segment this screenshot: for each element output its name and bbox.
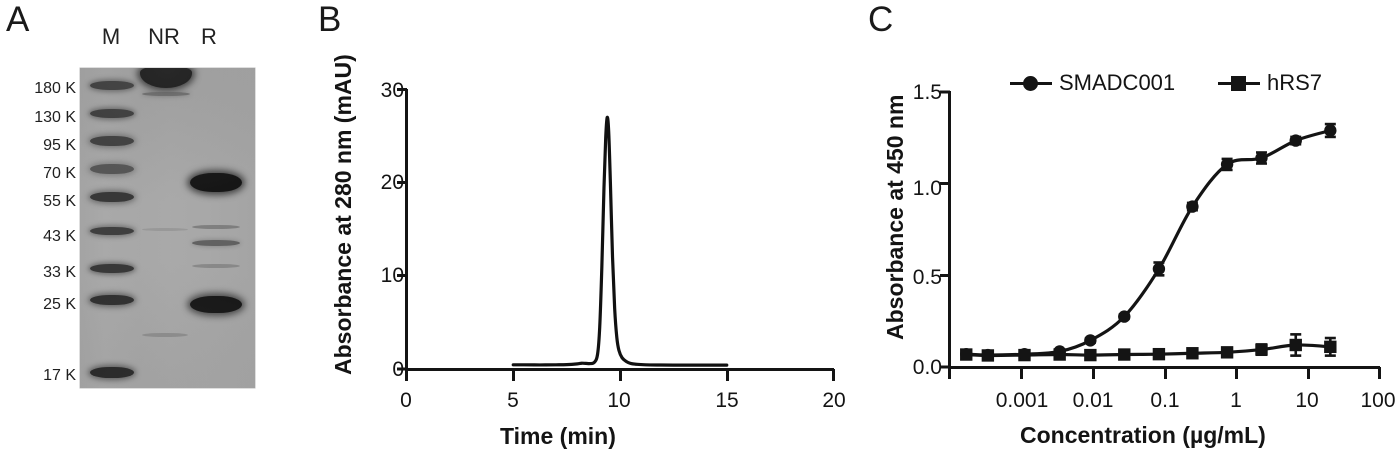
data-point-marker: [1118, 348, 1131, 361]
series-smadc001: [960, 122, 1337, 362]
panel-c-letter: C: [868, 0, 894, 39]
legend-item-hrs7[interactable]: hRS7: [1218, 72, 1322, 94]
data-point-marker: [960, 347, 973, 361]
series-hrs7: [960, 333, 1337, 362]
r-band-light-chain: [190, 296, 242, 313]
data-point-marker: [1324, 340, 1337, 354]
data-point-marker: [1255, 343, 1268, 356]
data-point-marker: [1084, 348, 1097, 362]
mw-label-70k: 70 K: [43, 165, 76, 182]
panel-b-xtick-5: 5: [507, 389, 519, 412]
legend-item-smadc001[interactable]: SMADC001: [1010, 72, 1175, 94]
data-point-marker: [1186, 347, 1199, 360]
data-point-marker: [1084, 334, 1097, 347]
legend-circle-marker-icon: [1010, 75, 1052, 91]
panel-c-xtick-0-1: 0.1: [1150, 389, 1180, 412]
panel-b-sec-trace: [511, 115, 729, 367]
nr-band-faint-upper: [142, 92, 190, 96]
r-band-faint-a: [192, 225, 240, 229]
panel-c-x-ticks: [948, 367, 1381, 379]
ladder-band-33k: [90, 264, 134, 273]
mw-label-95k: 95 K: [43, 137, 76, 154]
ladder-band-180k: [90, 81, 134, 90]
mw-label-130k: 130 K: [34, 109, 76, 126]
series-line: [964, 128, 1332, 357]
panel-b-ytick-20: 20: [380, 171, 404, 194]
panel-b-xtick-15: 15: [715, 389, 739, 412]
panel-c-ytick-0-5: 0.5: [912, 266, 942, 289]
ladder-band-70k: [90, 164, 134, 174]
mw-label-25k: 25 K: [43, 296, 76, 313]
panel-c-ytick-1-5: 1.5: [912, 81, 942, 104]
sds-page-gel-image: [80, 68, 255, 388]
ladder-band-43k: [90, 227, 134, 235]
panel-b-ytick-10: 10: [380, 264, 404, 287]
mw-label-17k: 17 K: [43, 367, 76, 384]
data-point-marker: [1220, 158, 1234, 171]
nr-band-faint-low: [142, 333, 188, 337]
data-point-marker: [1324, 124, 1337, 137]
nr-band-faint-43k: [142, 228, 188, 231]
nr-band-intact-igg: [140, 68, 192, 88]
r-band-heavy-chain: [190, 173, 242, 192]
mw-label-55k: 55 K: [43, 193, 76, 210]
gel-lane-label-nr: NR: [148, 24, 180, 49]
panel-c-xtick-10: 10: [1295, 389, 1319, 412]
gel-lane-label-r: R: [201, 24, 217, 49]
panel-b-x-ticks: [405, 369, 835, 381]
panel-c-plot: [940, 90, 1381, 379]
data-point-marker: [981, 348, 995, 362]
panel-c-xtick-0-01: 0.01: [1072, 389, 1114, 412]
r-band-faint-b: [192, 240, 240, 246]
data-point-marker: [1018, 347, 1031, 361]
panel-b-xtick-20: 20: [822, 389, 846, 412]
data-point-marker: [1220, 346, 1234, 359]
panel-b-plot: [397, 88, 835, 381]
panel-c-xtick-0-001: 0.001: [995, 389, 1049, 412]
panel-c-ytick-1-0: 1.0: [912, 177, 942, 200]
legend-label-hrs7: hRS7: [1267, 70, 1323, 95]
ladder-band-130k: [90, 109, 134, 118]
panel-c: C SMADC001 hRS7 Absorbance at 450 nm 1.5…: [860, 0, 1398, 452]
panel-c-xtick-100: 100: [1360, 389, 1396, 412]
data-point-marker: [1118, 310, 1131, 323]
ladder-band-55k: [90, 192, 134, 202]
panel-b-letter: B: [318, 0, 342, 39]
gel-lane-label-m: M: [101, 24, 121, 49]
r-band-faint-c: [192, 264, 240, 268]
panel-a-letter: A: [6, 0, 30, 39]
panel-b-xtick-0: 0: [400, 389, 412, 412]
panel-a: A M NR R 180 K 130 K 95 K 70 K 55 K 43 K…: [0, 0, 300, 452]
panel-c-ytick-0-0: 0.0: [912, 356, 942, 379]
ladder-band-25k: [90, 295, 134, 305]
mw-label-33k: 33 K: [43, 264, 76, 281]
panel-b-xtick-10: 10: [607, 389, 631, 412]
panel-b-ytick-30: 30: [380, 79, 404, 102]
mw-label-180k: 180 K: [34, 80, 76, 97]
panel-b: B Absorbance at 280 nm (mAU) 30 20 10 0 …: [300, 0, 860, 452]
data-point-marker: [1186, 200, 1199, 213]
ladder-band-95k: [90, 136, 134, 146]
data-point-marker: [1289, 338, 1302, 352]
data-point-marker: [1152, 347, 1166, 361]
data-point-marker: [1152, 262, 1166, 276]
panel-c-x-axis-title: Concentration (µg/mL): [1020, 422, 1266, 448]
data-point-marker: [1289, 134, 1302, 147]
panel-b-x-axis-title: Time (min): [500, 423, 616, 449]
mw-label-43k: 43 K: [43, 228, 76, 245]
panel-c-xtick-1: 1: [1230, 389, 1242, 412]
ladder-band-17k: [90, 367, 134, 378]
data-point-marker: [1053, 345, 1066, 358]
legend-square-marker-icon: [1218, 75, 1260, 91]
legend-label-smadc001: SMADC001: [1059, 70, 1176, 95]
data-point-marker: [1255, 151, 1268, 165]
